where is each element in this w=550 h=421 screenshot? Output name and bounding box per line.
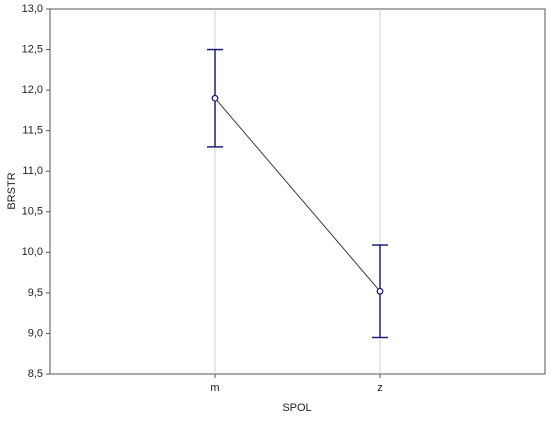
y-tick-label: 9,0 xyxy=(28,327,43,339)
y-tick-label: 9,5 xyxy=(28,287,43,299)
y-tick-label: 12,5 xyxy=(22,43,43,55)
data-line xyxy=(214,97,381,292)
y-tick-label: 12,0 xyxy=(22,84,43,96)
y-tick-label: 10,5 xyxy=(22,206,43,218)
x-tick-label: z xyxy=(377,382,383,394)
y-tick-label: 10,0 xyxy=(22,246,43,258)
y-tick-label: 11,5 xyxy=(22,125,43,137)
data-point xyxy=(211,94,219,102)
data-point xyxy=(376,287,384,295)
y-axis-label: BRSTR xyxy=(6,172,18,209)
plot-frame xyxy=(49,8,546,375)
y-tick-label: 11,0 xyxy=(22,165,43,177)
y-tick-label: 13,0 xyxy=(22,3,43,15)
x-tick-label: m xyxy=(210,382,219,394)
x-axis-label: SPOL xyxy=(282,402,311,414)
y-tick-label: 8,5 xyxy=(28,368,43,380)
